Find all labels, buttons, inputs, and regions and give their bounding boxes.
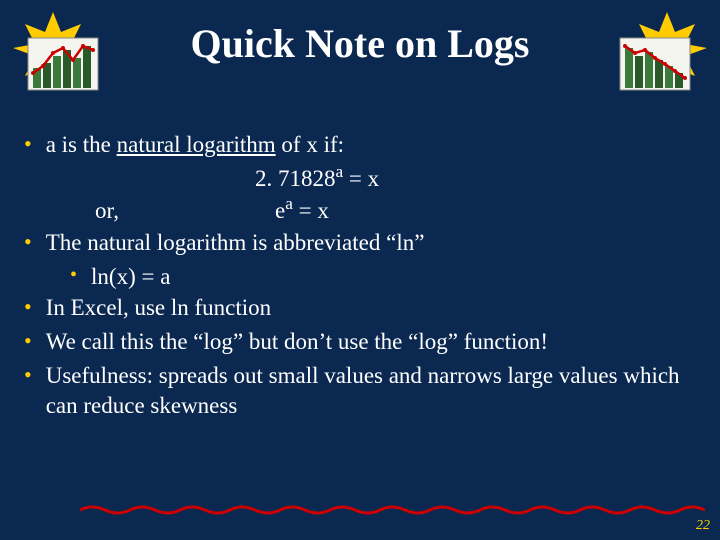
wavy-divider-icon xyxy=(80,503,705,518)
eq-rhs: = x xyxy=(293,198,329,223)
bullet-item: • We call this the “log” but don’t use t… xyxy=(20,327,705,357)
bullet-dot-icon: • xyxy=(24,293,32,323)
bullet-text: ln(x) = a xyxy=(91,262,170,292)
text-span: of x if: xyxy=(276,132,344,157)
eq-rhs: = x xyxy=(343,166,379,191)
or-label: or, xyxy=(95,196,275,226)
bullet-item: • a is the natural logarithm of x if: xyxy=(20,130,705,160)
bullet-text: Usefulness: spreads out small values and… xyxy=(46,361,705,421)
bullet-dot-icon: • xyxy=(24,327,32,357)
eq-body: ea = x xyxy=(275,196,329,226)
eq-exponent: a xyxy=(336,162,344,181)
equation-line: or, ea = x xyxy=(20,196,705,226)
bullet-dot-icon: • xyxy=(24,228,32,258)
slide: Quick Note on Logs • a is the natural lo… xyxy=(0,0,720,540)
bullet-dot-icon: • xyxy=(24,130,32,160)
eq-exponent: a xyxy=(285,194,293,213)
text-underlined: natural logarithm xyxy=(117,132,276,157)
bullet-dot-icon: • xyxy=(24,361,32,421)
equation-line: 2. 71828a = x xyxy=(20,164,705,194)
bullet-dot-icon: • xyxy=(70,262,77,292)
slide-body: • a is the natural logarithm of x if: 2.… xyxy=(20,130,705,425)
eq-base: 2. 71828 xyxy=(255,166,336,191)
bullet-text: We call this the “log” but don’t use the… xyxy=(46,327,548,357)
slide-title: Quick Note on Logs xyxy=(0,20,720,67)
bullet-item-nested: • ln(x) = a xyxy=(70,262,705,292)
bullet-item: • The natural logarithm is abbreviated “… xyxy=(20,228,705,258)
bullet-text: a is the natural logarithm of x if: xyxy=(46,130,344,160)
bullet-text: The natural logarithm is abbreviated “ln… xyxy=(46,228,425,258)
text-span: a is the xyxy=(46,132,117,157)
bullet-item: • In Excel, use ln function xyxy=(20,293,705,323)
bullet-item: • Usefulness: spreads out small values a… xyxy=(20,361,705,421)
eq-base: e xyxy=(275,198,285,223)
bullet-text: In Excel, use ln function xyxy=(46,293,271,323)
page-number: 22 xyxy=(696,518,710,534)
